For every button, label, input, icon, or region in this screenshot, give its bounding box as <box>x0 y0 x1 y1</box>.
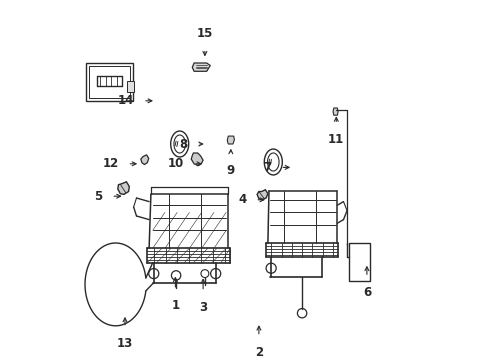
Text: 2: 2 <box>254 346 263 359</box>
Polygon shape <box>332 108 337 115</box>
Polygon shape <box>257 190 267 200</box>
Text: 1: 1 <box>171 299 179 312</box>
Polygon shape <box>191 153 203 166</box>
Polygon shape <box>227 136 234 144</box>
Bar <box>86 63 133 101</box>
Text: 7: 7 <box>263 161 271 174</box>
Text: 9: 9 <box>226 164 234 177</box>
Bar <box>127 81 134 92</box>
Polygon shape <box>141 155 148 165</box>
Text: 8: 8 <box>180 138 187 150</box>
Polygon shape <box>118 182 129 194</box>
Text: 3: 3 <box>199 301 207 314</box>
Polygon shape <box>192 63 210 71</box>
Text: 14: 14 <box>118 94 134 107</box>
Text: 11: 11 <box>327 133 344 146</box>
Text: 5: 5 <box>94 190 102 203</box>
Text: 10: 10 <box>168 157 184 170</box>
Text: 15: 15 <box>196 27 213 40</box>
Bar <box>89 66 130 98</box>
Text: 6: 6 <box>362 286 370 299</box>
Bar <box>348 243 369 281</box>
Text: 12: 12 <box>102 157 118 170</box>
Text: 13: 13 <box>117 337 133 350</box>
Text: 4: 4 <box>238 193 246 206</box>
